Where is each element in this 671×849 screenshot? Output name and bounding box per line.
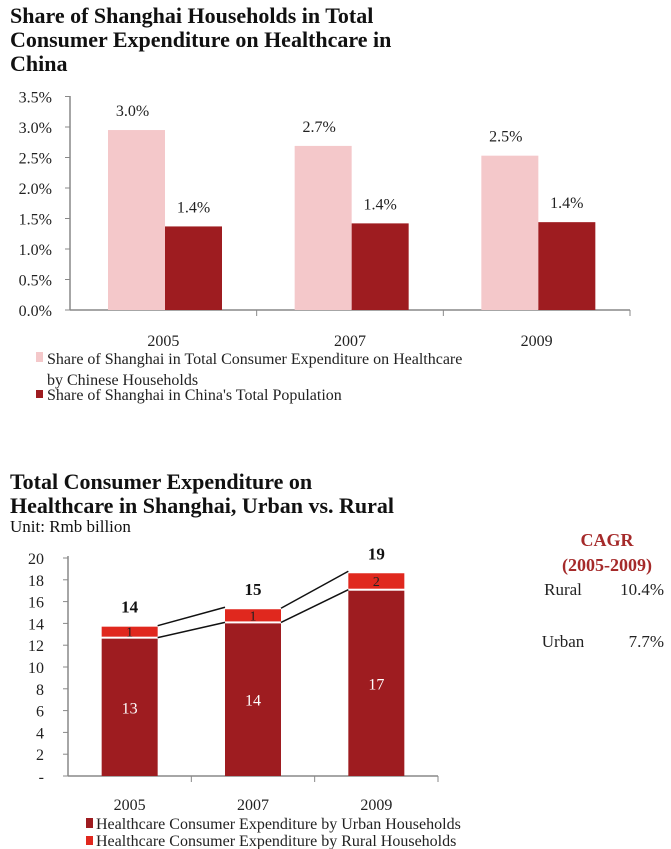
connector-line — [157, 606, 226, 627]
y-tick-label: 1.5% — [19, 212, 52, 229]
cagr-value: 10.4% — [620, 580, 664, 599]
data-label: 1 — [250, 609, 257, 624]
y-tick-label: 14 — [28, 616, 44, 633]
chart2-unit: Unit: Rmb billion — [10, 517, 131, 536]
bar — [538, 222, 596, 310]
y-tick-label: 1.0% — [19, 242, 52, 259]
legend-swatch — [36, 352, 43, 362]
bar — [165, 226, 222, 310]
bar — [108, 130, 165, 310]
x-tick-label: 2009 — [521, 333, 553, 350]
cagr-value: 7.7% — [629, 632, 664, 651]
x-tick-label: 2005 — [147, 333, 179, 350]
bar-rural — [101, 626, 158, 637]
y-tick-label: 0.0% — [19, 303, 52, 320]
y-tick-label: 2 — [36, 747, 44, 764]
bar-urban — [225, 623, 281, 776]
total-label: 14 — [121, 598, 139, 617]
data-label: 3.0% — [116, 103, 149, 120]
y-tick-label: 3.5% — [19, 90, 52, 107]
data-label: 17 — [368, 676, 384, 693]
x-tick-label: 2009 — [360, 797, 392, 814]
bar-urban — [348, 590, 405, 776]
chart2-title: Total Consumer Expenditure on Healthcare… — [10, 470, 394, 518]
data-label: 1.4% — [550, 195, 583, 212]
chart2-title-line: Healthcare in Shanghai, Urban vs. Rural — [10, 493, 395, 518]
y-tick-label: 8 — [36, 682, 44, 699]
y-tick-label: 12 — [28, 638, 44, 655]
data-label: 2.7% — [303, 119, 336, 136]
data-label: 14 — [245, 693, 261, 710]
connector-line — [280, 589, 349, 624]
data-label: 2 — [373, 575, 380, 590]
legend-label: Healthcare Consumer Expenditure by Rural… — [96, 833, 456, 849]
data-label: 1.4% — [177, 199, 210, 216]
y-tick-label: 20 — [28, 551, 44, 568]
y-tick-label: 2.5% — [19, 151, 52, 168]
y-tick-label: - — [39, 769, 44, 786]
chart1-title-line: Consumer Expenditure on Healthcare in — [10, 27, 392, 52]
chart1-title-line: Share of Shanghai Households in Total — [10, 3, 374, 28]
data-label: 1.4% — [364, 196, 397, 213]
legend-swatch — [86, 836, 93, 845]
x-tick-label: 2007 — [237, 797, 269, 814]
bar-rural — [225, 609, 281, 622]
legend-label: Share of Shanghai in Total Consumer Expe… — [47, 351, 462, 368]
data-label: 1 — [126, 626, 133, 641]
chart1-title-line: China — [10, 51, 68, 76]
bar-urban — [101, 638, 158, 776]
cagr-title: CAGR — [581, 530, 635, 550]
y-tick-label: 3.0% — [19, 120, 52, 137]
total-label: 19 — [368, 544, 385, 563]
bar — [351, 223, 409, 310]
y-tick-label: 2.0% — [19, 181, 52, 198]
y-tick-label: 4 — [36, 725, 44, 742]
cagr-label: Rural — [544, 580, 582, 599]
cagr-label: Urban — [542, 632, 585, 651]
legend-label: Share of Shanghai in China's Total Popul… — [47, 387, 342, 404]
bar — [481, 155, 539, 310]
y-tick-label: 10 — [28, 660, 44, 677]
total-label: 15 — [245, 580, 262, 599]
x-tick-label: 2005 — [114, 797, 146, 814]
bar — [294, 145, 352, 310]
legend-swatch — [36, 390, 43, 398]
data-label: 2.5% — [489, 129, 522, 146]
chart1-title: Share of Shanghai Households in Total Co… — [10, 4, 391, 76]
chart2-title-line: Total Consumer Expenditure on — [10, 469, 313, 494]
connector-line — [157, 621, 226, 639]
data-label: 13 — [122, 700, 138, 717]
y-tick-label: 18 — [28, 573, 44, 590]
cagr-period: (2005-2009) — [562, 555, 652, 576]
y-tick-label: 16 — [28, 595, 44, 612]
connector-line — [280, 570, 349, 609]
x-tick-label: 2007 — [334, 333, 366, 350]
legend-label: by Chinese Households — [47, 372, 198, 389]
y-tick-label: 6 — [36, 704, 44, 721]
legend-swatch — [86, 818, 93, 828]
y-tick-label: 0.5% — [19, 273, 52, 290]
bar-rural — [348, 573, 405, 589]
legend-label: Healthcare Consumer Expenditure by Urban… — [96, 816, 461, 833]
